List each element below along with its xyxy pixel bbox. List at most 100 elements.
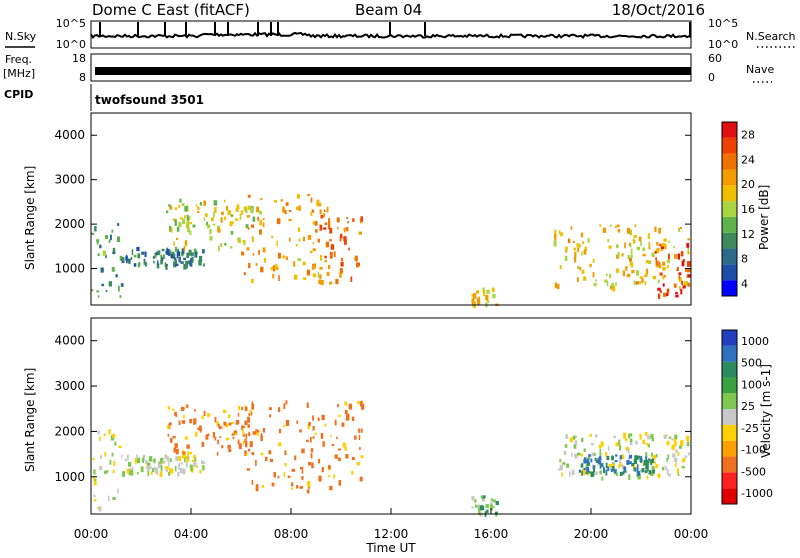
heatmap-cell [629,442,633,446]
heatmap-cell [647,443,650,448]
heatmap-cell [307,234,312,240]
heatmap-cell [585,463,589,469]
heatmap-cell [159,471,163,477]
colorbar-cell [722,393,737,410]
heatmap-cell [247,416,250,422]
heatmap-cell [268,407,272,411]
heatmap-cell [333,474,335,479]
heatmap-cell [300,466,304,470]
colorbar-cell [722,409,737,425]
heatmap-cell [197,206,200,210]
heatmap-cell [636,270,640,276]
heatmap-cell [666,265,669,269]
heatmap-cell [473,293,477,299]
heatmap-cell [258,250,260,255]
heatmap-cell [644,470,648,474]
heatmap-cell [338,448,341,451]
heatmap-cell [582,469,586,475]
heatmap-cell [628,433,631,439]
heatmap-cell [120,283,124,287]
power-heatmap [91,194,691,309]
heatmap-cell [265,456,268,461]
heatmap-cell [351,416,355,422]
heatmap-cell [310,436,312,443]
heatmap-cell [474,504,478,508]
heatmap-cell [485,504,489,508]
heatmap-cell [155,251,158,256]
heatmap-cell [186,214,189,221]
heatmap-cell [271,482,275,487]
x-tick-label: 12:00 [374,527,409,541]
heatmap-cell [471,293,474,297]
heatmap-cell [174,220,177,226]
heatmap-cell [482,495,486,499]
heatmap-cell [243,272,246,275]
heatmap-cell [121,454,123,458]
heatmap-cell [621,464,625,470]
heatmap-cell [572,240,575,243]
heatmap-cell [675,462,677,467]
colorbar-cell [722,472,737,489]
colorbar-cell [722,440,737,457]
heatmap-cell [108,429,111,435]
heatmap-cell [324,222,328,225]
heatmap-cell [171,251,175,254]
heatmap-cell [605,452,608,457]
heatmap-cell [288,218,292,222]
heatmap-cell [185,240,188,245]
heatmap-cell [104,452,107,457]
heatmap-cell [666,442,670,445]
colorbar-tick-label: 25 [741,400,755,413]
heatmap-cell [610,469,613,473]
heatmap-cell [302,261,306,266]
heatmap-cell [345,454,349,459]
heatmap-cell [199,255,203,262]
heatmap-cell [330,244,335,250]
heatmap-cell [641,468,645,473]
heatmap-cell [480,495,484,499]
y-tick-label: 3000 [54,379,85,393]
heatmap-cell [648,470,652,475]
heatmap-cell [162,254,165,259]
heatmap-cell [257,216,260,221]
heatmap-cell [252,431,256,435]
heatmap-cell [169,225,171,232]
heatmap-cell [306,439,309,442]
colorbar-cell [722,153,737,170]
nsky-tick-top: 10^5 [56,17,86,30]
heatmap-cell [180,407,184,411]
heatmap-cell [632,238,635,244]
y-tick-label: 2000 [54,217,85,231]
heatmap-cell [320,279,324,285]
date-title: 18/Oct/2016 [612,1,705,19]
heatmap-cell [226,205,229,211]
heatmap-cell [306,402,309,408]
heatmap-cell [202,465,205,471]
heatmap-cell [645,272,648,277]
heatmap-cell [272,274,275,279]
heatmap-cell [687,238,690,241]
heatmap-cell [273,199,277,203]
heatmap-cell [96,290,100,293]
heatmap-cell [144,460,148,464]
heatmap-cell [188,249,192,256]
heatmap-cell [355,255,358,262]
heatmap-cell [644,467,648,473]
heatmap-cell [600,463,604,468]
heatmap-cell [493,505,495,508]
heatmap-cell [594,434,598,438]
freq-tick-top: 18 [72,52,86,65]
heatmap-cell [164,454,168,460]
heatmap-cell [489,501,493,505]
heatmap-cell [128,461,132,467]
heatmap-cell [678,227,681,232]
heatmap-cell [131,249,134,255]
heatmap-cell [678,276,682,283]
heatmap-cell [136,246,140,252]
heatmap-cell [645,432,648,436]
heatmap-cell [288,210,292,213]
heatmap-cell [203,200,207,206]
heatmap-cell [599,452,602,459]
heatmap-cell [607,445,610,451]
heatmap-cell [657,279,660,284]
